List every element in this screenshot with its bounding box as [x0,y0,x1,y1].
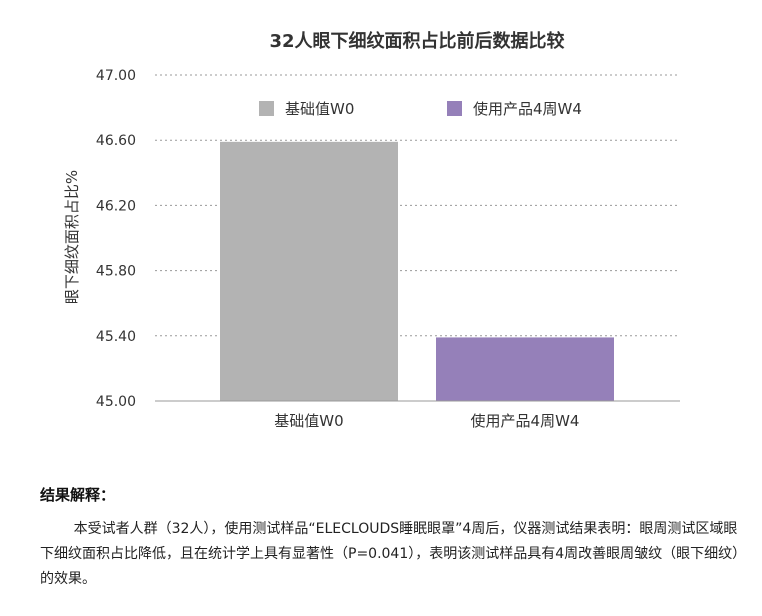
y-tick-label: 45.40 [96,329,136,345]
x-axis-ticks: 基础值W0 使用产品4周W4 [274,412,579,430]
bar [436,337,614,401]
y-tick-label: 46.20 [96,198,136,214]
bar [220,141,398,401]
legend: 基础值W0 使用产品4周W4 [259,100,582,118]
legend-swatch [447,101,462,116]
y-axis-label: 眼下细纹面积占比% [63,170,81,304]
x-tick-label: 使用产品4周W4 [471,412,580,430]
y-tick-label: 45.80 [96,264,136,280]
x-tick-label: 基础值W0 [274,412,343,430]
legend-label: 使用产品4周W4 [473,100,582,118]
chart-title: 32人眼下细纹面积占比前后数据比较 [269,30,564,52]
conclusion-body: 本受试者人群（32人），使用测试样品“ELECLOUDS睡眠眼罩”4周后，仪器测… [40,521,740,587]
conclusion-heading: 结果解释： [40,486,116,504]
legend-label: 基础值W0 [285,100,354,118]
y-tick-label: 46.60 [96,133,136,149]
bars [220,141,614,401]
y-axis-ticks: 45.00 45.40 45.80 46.20 46.60 47.00 [96,68,136,410]
legend-swatch [259,101,274,116]
y-tick-label: 45.00 [96,394,136,410]
y-tick-label: 47.00 [96,68,136,84]
bar-chart: 32人眼下细纹面积占比前后数据比较 45.00 45.40 45.80 46.20 46… [63,30,680,430]
conclusion-section: 结果解释： 本受试者人群（32人），使用测试样品“ELECLOUDS睡眠眼罩”4… [40,484,740,592]
